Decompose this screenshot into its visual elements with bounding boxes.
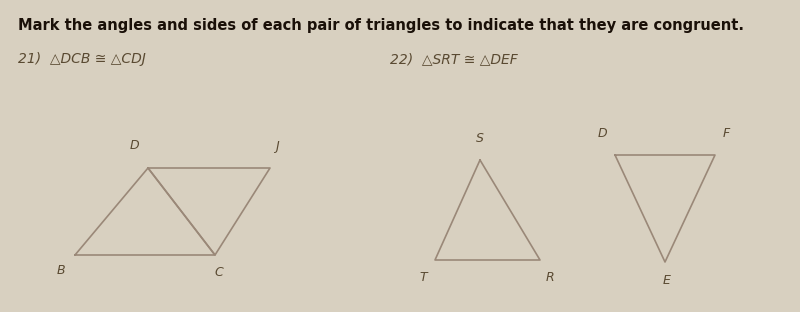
Text: D: D (598, 127, 607, 140)
Text: E: E (663, 274, 671, 287)
Text: S: S (476, 132, 484, 145)
Text: C: C (214, 266, 223, 279)
Text: F: F (723, 127, 730, 140)
Text: B: B (56, 264, 65, 277)
Text: R: R (546, 271, 554, 284)
Text: 21)  △DCB ≅ △CDJ: 21) △DCB ≅ △CDJ (18, 52, 146, 66)
Text: D: D (130, 139, 139, 152)
Text: T: T (419, 271, 427, 284)
Text: J: J (275, 140, 278, 153)
Text: Mark the angles and sides of each pair of triangles to indicate that they are co: Mark the angles and sides of each pair o… (18, 18, 744, 33)
Text: 22)  △SRT ≅ △DEF: 22) △SRT ≅ △DEF (390, 52, 518, 66)
